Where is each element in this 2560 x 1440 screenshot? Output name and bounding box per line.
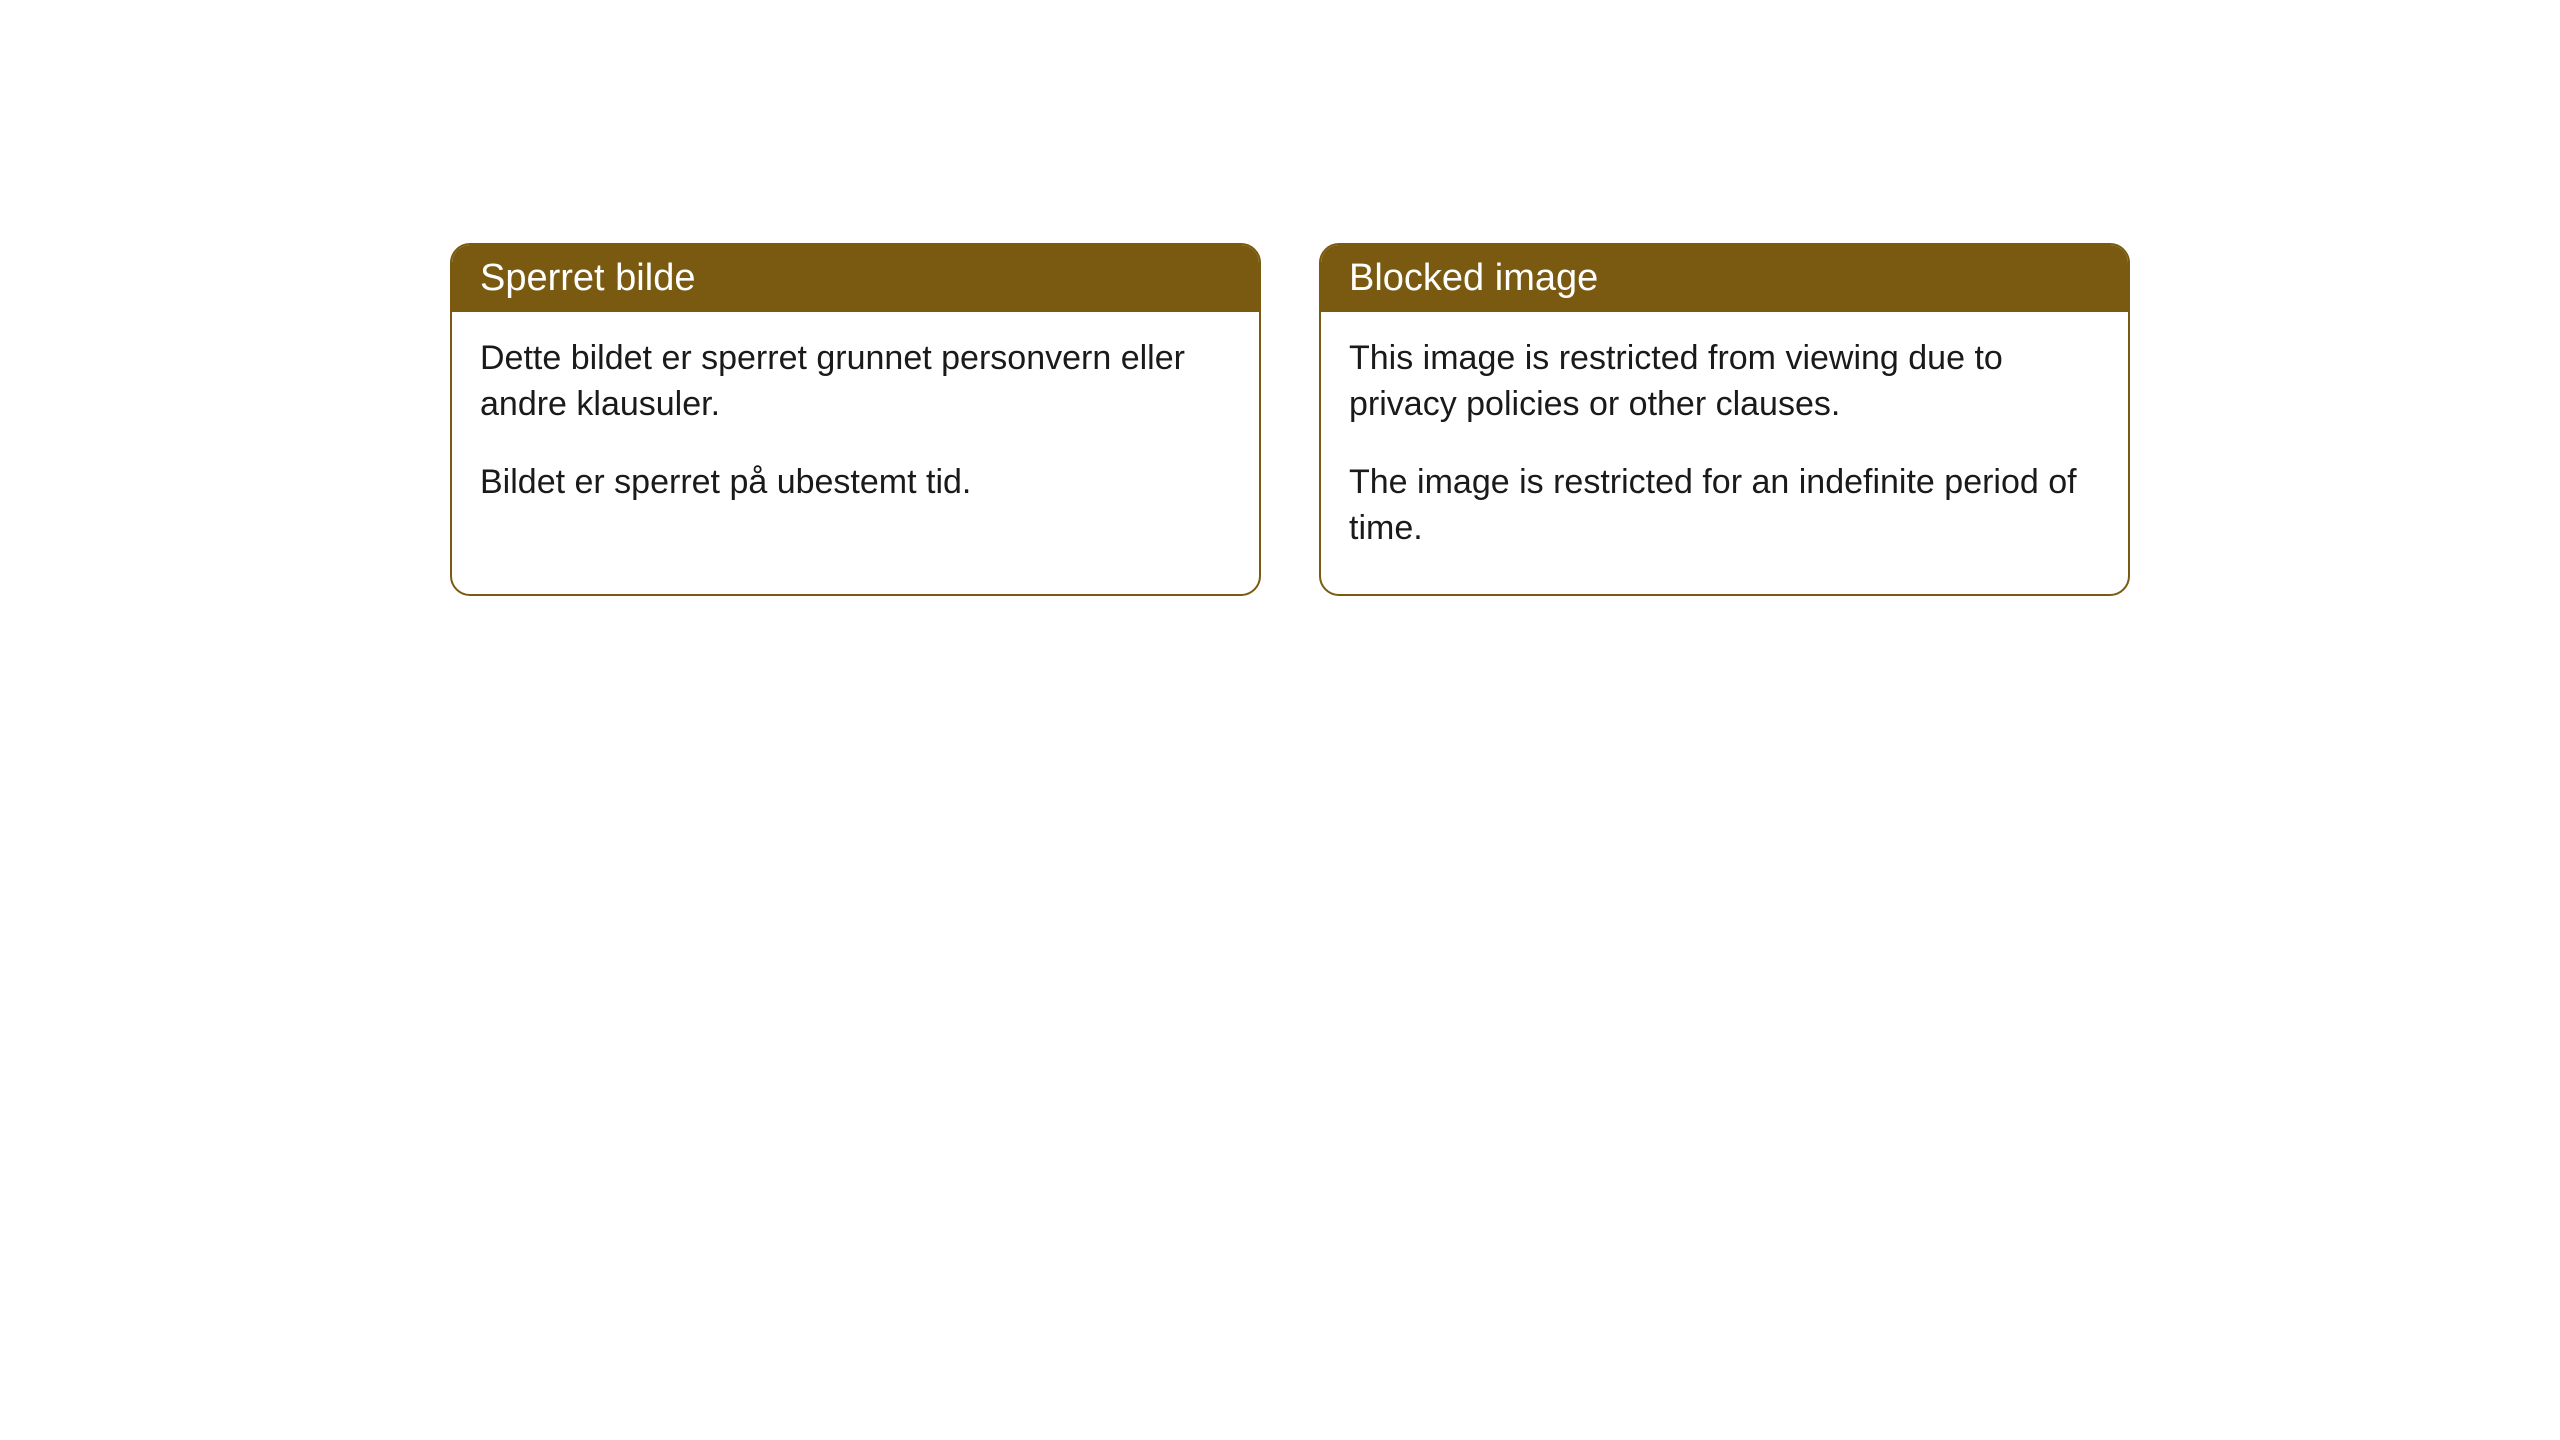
card-header-english: Blocked image — [1321, 245, 2128, 312]
card-body-english: This image is restricted from viewing du… — [1321, 312, 2128, 594]
card-title-english: Blocked image — [1349, 257, 1598, 299]
card-title-norwegian: Sperret bilde — [480, 257, 695, 299]
restriction-duration-text-norwegian: Bildet er sperret på ubestemt tid. — [480, 460, 1231, 506]
privacy-notice-text-norwegian: Dette bildet er sperret grunnet personve… — [480, 336, 1231, 428]
restriction-duration-text-english: The image is restricted for an indefinit… — [1349, 460, 2100, 552]
card-body-norwegian: Dette bildet er sperret grunnet personve… — [452, 312, 1259, 548]
blocked-image-card-norwegian: Sperret bilde Dette bildet er sperret gr… — [450, 243, 1261, 596]
card-header-norwegian: Sperret bilde — [452, 245, 1259, 312]
privacy-notice-text-english: This image is restricted from viewing du… — [1349, 336, 2100, 428]
blocked-image-card-english: Blocked image This image is restricted f… — [1319, 243, 2130, 596]
notice-cards-container: Sperret bilde Dette bildet er sperret gr… — [450, 243, 2130, 596]
